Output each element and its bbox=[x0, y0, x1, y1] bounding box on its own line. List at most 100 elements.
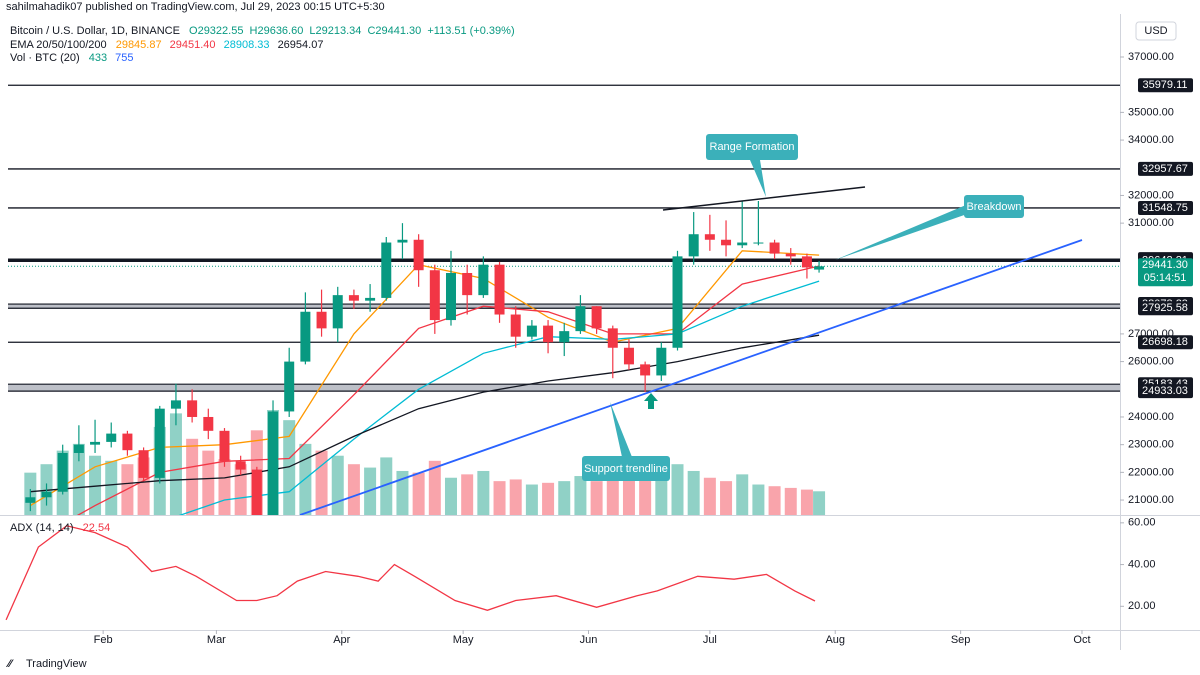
candle-body bbox=[219, 430, 230, 462]
volume-bar bbox=[380, 457, 393, 515]
candle-body bbox=[251, 469, 262, 515]
callout-box bbox=[582, 456, 670, 481]
volume-bar bbox=[493, 481, 506, 515]
ema-legend: EMA 20/50/100/200 29845.87 29451.40 2890… bbox=[10, 39, 323, 51]
candle-body bbox=[478, 264, 489, 296]
level-label-bg bbox=[1138, 200, 1193, 215]
symbol: Bitcoin / U.S. Dollar, 1D, BINANCE bbox=[10, 25, 180, 37]
volume-bar bbox=[186, 438, 199, 515]
x-tick-label: Feb bbox=[94, 634, 113, 646]
candle-body bbox=[445, 272, 456, 321]
zone bbox=[8, 304, 1120, 309]
volume-bar bbox=[234, 464, 247, 515]
candle-body bbox=[397, 239, 408, 243]
volume-bar bbox=[525, 484, 538, 515]
level-label-bg bbox=[1138, 384, 1193, 399]
candle-body bbox=[769, 242, 780, 254]
candle-body bbox=[429, 270, 440, 321]
trendlines bbox=[299, 186, 1083, 515]
y-tick-label: 32000.00 bbox=[1128, 189, 1174, 201]
level-label-bg bbox=[1138, 161, 1193, 176]
y-tick-label: 23000.00 bbox=[1128, 439, 1174, 451]
candle-body bbox=[138, 450, 149, 478]
volume-bar bbox=[671, 464, 684, 515]
volume-bar bbox=[784, 487, 797, 515]
last-price-label: 29441.30 bbox=[1142, 259, 1188, 271]
volume-bar bbox=[477, 470, 490, 515]
range-line bbox=[662, 186, 866, 211]
candle-body bbox=[607, 328, 618, 348]
candle-body bbox=[381, 242, 392, 298]
y-tick-label: 34000.00 bbox=[1128, 134, 1174, 146]
candle-body bbox=[526, 325, 537, 337]
candle-body bbox=[187, 400, 198, 417]
candle-body bbox=[106, 433, 117, 442]
x-tick-label: Oct bbox=[1073, 634, 1090, 646]
logo-text: TradingView bbox=[26, 658, 87, 670]
candle-body bbox=[688, 234, 699, 257]
callout-range: Range Formation bbox=[706, 134, 798, 197]
logo-mark: ⁄⁄ bbox=[5, 658, 14, 670]
candle-body bbox=[300, 311, 311, 362]
x-tick-label: Mar bbox=[207, 634, 226, 646]
candle-body bbox=[575, 306, 586, 332]
volume-bar bbox=[590, 481, 603, 515]
candle-body bbox=[737, 242, 748, 246]
volume-bar bbox=[331, 455, 344, 515]
candle-body bbox=[672, 256, 683, 348]
candle-body bbox=[316, 311, 327, 329]
candle-body bbox=[235, 461, 246, 470]
candle-body bbox=[510, 314, 521, 337]
callout-breakdown: Breakdown bbox=[835, 195, 1024, 260]
candle-body bbox=[203, 416, 214, 431]
vol-label: Vol · BTC (20) bbox=[10, 52, 80, 64]
adx-title: ADX (14, 14) bbox=[10, 522, 74, 534]
volume-bar bbox=[655, 479, 668, 515]
axes: 37000.00 35000.00 34000.00 32000.00 31000.00… bbox=[94, 51, 1193, 646]
ohlc-high: H29636.60 bbox=[250, 25, 304, 37]
x-tick-label: May bbox=[453, 634, 474, 646]
candle-body bbox=[268, 411, 279, 515]
ema-value: 26954.07 bbox=[278, 39, 324, 51]
candles bbox=[25, 200, 825, 515]
candle-body bbox=[413, 239, 424, 271]
levels bbox=[8, 84, 1120, 392]
adx-line bbox=[5, 525, 816, 621]
x-tick-label: Jul bbox=[703, 634, 717, 646]
level-label-bg bbox=[1138, 301, 1193, 316]
callout-pointer bbox=[610, 402, 632, 457]
candle-body bbox=[25, 497, 36, 503]
callout-box bbox=[706, 134, 798, 160]
level-label: 31548.75 bbox=[1142, 202, 1188, 214]
candle-body bbox=[365, 297, 376, 301]
countdown: 05:14:51 bbox=[1144, 272, 1187, 284]
candle-body bbox=[721, 239, 732, 246]
callout-pointer bbox=[750, 160, 766, 197]
volume-bar bbox=[768, 486, 781, 515]
candle-body bbox=[57, 452, 68, 492]
level-label: 27925.58 bbox=[1142, 302, 1188, 314]
candle-body bbox=[640, 364, 651, 376]
y-tick-label: 60.00 bbox=[1128, 517, 1156, 529]
vol-value: 433 bbox=[89, 52, 107, 64]
level-label: 24933.03 bbox=[1142, 385, 1188, 397]
volume-bar bbox=[283, 420, 296, 515]
currency-box[interactable] bbox=[1135, 21, 1177, 41]
y-tick-label: 40.00 bbox=[1128, 558, 1156, 570]
published-note: sahilmahadik07 published on TradingView.… bbox=[6, 1, 385, 13]
zones bbox=[8, 304, 1120, 392]
volume-bar bbox=[752, 484, 765, 515]
y-tick-label: 26000.00 bbox=[1128, 356, 1174, 368]
volume-bar bbox=[105, 460, 118, 515]
candle-body bbox=[154, 408, 165, 478]
ema-value: 29845.87 bbox=[116, 39, 162, 51]
candle-body bbox=[656, 347, 667, 376]
currency[interactable]: USD bbox=[1144, 25, 1167, 37]
support-trendline bbox=[299, 239, 1083, 515]
candle-body bbox=[170, 400, 181, 409]
candle-body bbox=[348, 295, 359, 301]
volume-bar bbox=[800, 489, 813, 515]
symbol-line: Bitcoin / U.S. Dollar, 1D, BINANCE O2932… bbox=[10, 25, 515, 37]
ohlc-close: C29441.30 bbox=[367, 25, 421, 37]
